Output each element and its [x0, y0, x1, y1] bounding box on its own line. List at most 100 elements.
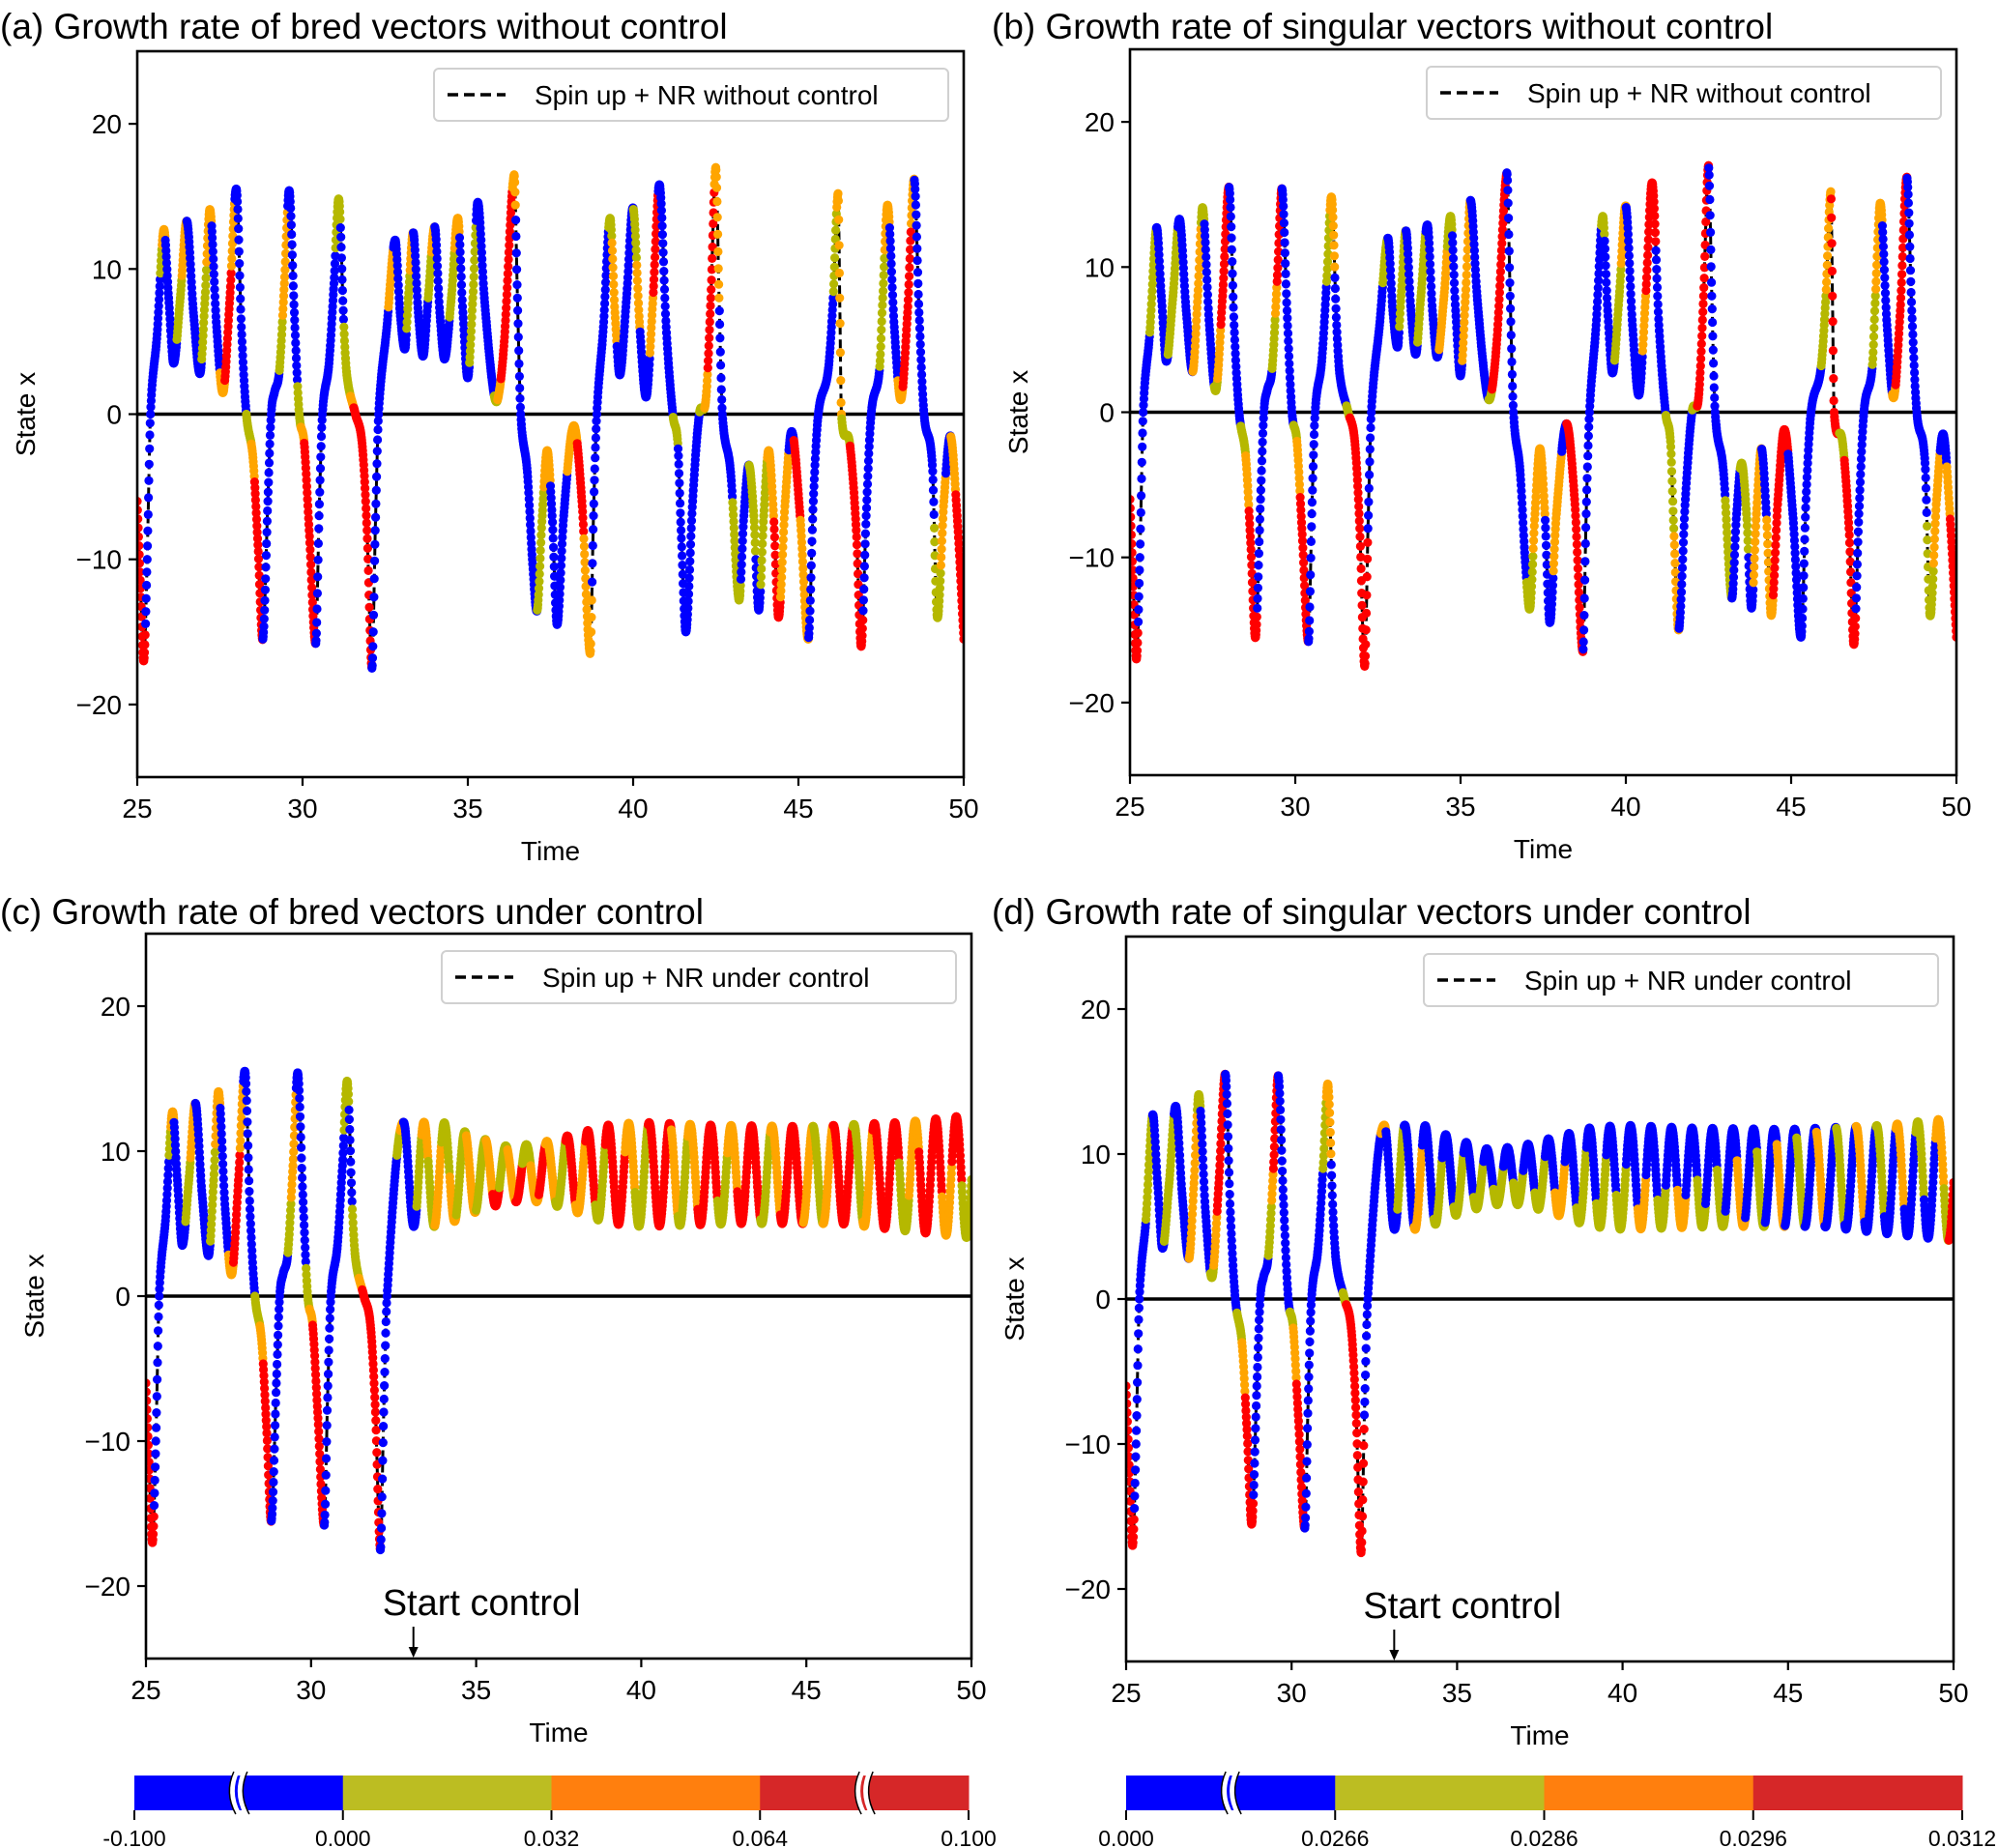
growth-rate-point	[361, 490, 370, 500]
growth-rate-point	[1855, 477, 1866, 487]
growth-rate-point	[1581, 509, 1591, 519]
growth-rate-point	[738, 536, 747, 546]
growth-rate-point	[144, 459, 154, 469]
growth-rate-point	[1528, 552, 1538, 562]
growth-rate-point	[137, 541, 144, 551]
growth-rate-point	[1137, 457, 1146, 467]
growth-rate-point	[469, 264, 479, 274]
growth-rate-point	[369, 574, 379, 584]
growth-rate-point	[510, 177, 520, 188]
growth-rate-point	[716, 361, 726, 370]
growth-rate-point	[778, 542, 788, 552]
growth-rate-point	[146, 409, 156, 419]
growth-rate-point	[1730, 542, 1740, 552]
growth-rate-point	[1665, 442, 1676, 451]
growth-rate-point	[511, 248, 521, 258]
growth-rate-point	[1828, 317, 1838, 327]
growth-rate-point	[730, 530, 739, 539]
growth-rate-point	[1508, 391, 1518, 401]
growth-rate-point	[858, 595, 869, 605]
growth-rate-point	[1363, 537, 1373, 547]
growth-rate-point	[1641, 279, 1651, 289]
growth-rate-point	[1583, 431, 1593, 441]
growth-rate-point	[1881, 303, 1891, 312]
growth-rate-point	[1202, 268, 1211, 277]
growth-rate-point	[1404, 283, 1414, 293]
growth-rate-point	[1194, 278, 1203, 288]
growth-rate-point	[1749, 570, 1758, 580]
growth-rate-point	[1827, 266, 1837, 276]
growth-rate-point	[368, 610, 379, 621]
growth-rate-point	[1729, 565, 1739, 575]
growth-rate-point	[580, 549, 590, 560]
growth-rate-point	[555, 595, 565, 605]
growth-rate-point	[1821, 285, 1831, 295]
growth-rate-point	[1801, 494, 1810, 505]
growth-rate-point	[798, 570, 808, 580]
growth-rate-point	[557, 554, 566, 563]
growth-rate-point	[260, 585, 270, 594]
growth-rate-point	[1879, 257, 1889, 267]
growth-rate-point	[235, 282, 245, 292]
growth-rate-point	[1802, 487, 1811, 497]
growth-rate-point	[1771, 533, 1781, 542]
growth-rate-point	[1254, 561, 1263, 570]
growth-rate-point	[289, 307, 300, 317]
growth-rate-point	[769, 533, 780, 542]
growth-rate-point	[1896, 300, 1905, 309]
growth-rate-point	[411, 251, 420, 261]
growth-rate-point	[1424, 239, 1434, 248]
growth-rate-point	[373, 435, 383, 445]
growth-rate-point	[337, 285, 347, 296]
growth-rate-point	[858, 606, 868, 616]
growth-rate-point	[512, 293, 522, 303]
growth-rate-point	[535, 577, 544, 587]
growth-rate-point	[1305, 616, 1315, 625]
growth-rate-point	[1653, 291, 1663, 301]
growth-rate-point	[236, 314, 246, 324]
growth-rate-point	[1730, 527, 1741, 536]
growth-rate-point	[1549, 559, 1558, 568]
growth-rate-point	[757, 563, 767, 574]
growth-rate-point	[1329, 251, 1339, 261]
growth-rate-point	[1903, 183, 1913, 192]
growth-rate-point	[304, 538, 315, 548]
growth-rate-point	[810, 460, 820, 470]
growth-rate-point	[935, 584, 945, 593]
growth-rate-point	[834, 241, 844, 250]
x-tick-label: 30	[287, 794, 317, 823]
growth-rate-point	[1930, 511, 1941, 522]
growth-rate-point	[198, 325, 208, 334]
growth-rate-point	[1742, 514, 1752, 524]
growth-rate-point	[278, 298, 288, 307]
growth-rate-point	[1294, 479, 1304, 489]
growth-rate-point	[549, 562, 559, 571]
growth-rate-point	[1448, 238, 1458, 247]
growth-rate-point	[1699, 283, 1709, 293]
growth-rate-point	[1332, 333, 1342, 344]
growth-rate-point	[592, 417, 601, 426]
growth-rate-point	[853, 549, 862, 559]
growth-rate-point	[370, 526, 380, 535]
growth-rate-point	[1920, 458, 1930, 468]
growth-rate-point	[1625, 266, 1635, 275]
growth-rate-point	[1506, 317, 1516, 327]
growth-rate-point	[878, 293, 887, 303]
growth-rate-point	[254, 580, 265, 590]
growth-rate-point	[1897, 270, 1907, 279]
growth-rate-point	[911, 200, 921, 210]
growth-rate-point	[304, 507, 313, 517]
growth-rate-point	[470, 255, 479, 265]
growth-rate-point	[879, 278, 888, 288]
growth-rate-point	[208, 246, 217, 256]
growth-rate-point	[1800, 546, 1810, 557]
growth-rate-point	[1791, 568, 1801, 578]
growth-rate-point	[1897, 277, 1906, 287]
growth-rate-point	[660, 309, 671, 319]
growth-rate-point	[1668, 497, 1678, 506]
growth-rate-point	[227, 246, 237, 256]
growth-rate-point	[929, 497, 939, 506]
growth-rate-point	[1284, 336, 1293, 346]
growth-rate-point	[581, 590, 592, 599]
growth-rate-point	[1580, 557, 1590, 566]
